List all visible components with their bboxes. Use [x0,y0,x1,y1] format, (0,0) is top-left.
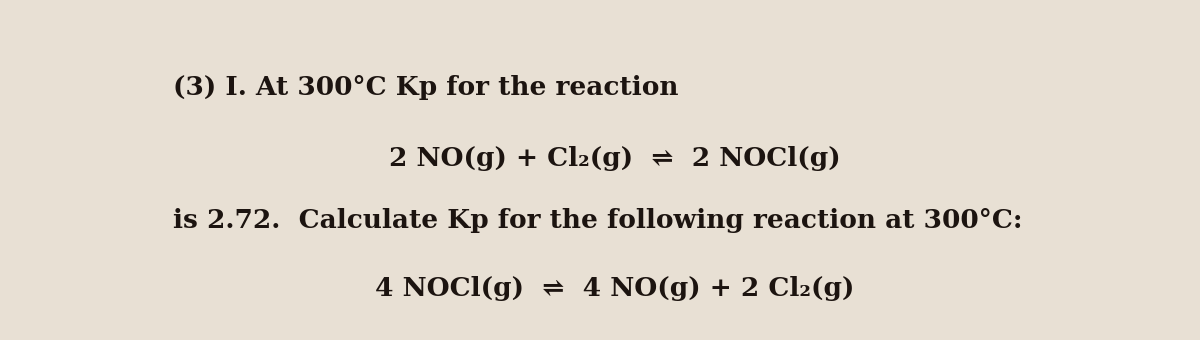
Text: 2 NO(g) + Cl₂(g)  ⇌  2 NOCl(g): 2 NO(g) + Cl₂(g) ⇌ 2 NOCl(g) [389,146,841,171]
Text: 4 NOCl(g)  ⇌  4 NO(g) + 2 Cl₂(g): 4 NOCl(g) ⇌ 4 NO(g) + 2 Cl₂(g) [376,276,854,302]
Text: (3) I. At 300°C Kp for the reaction: (3) I. At 300°C Kp for the reaction [173,75,679,100]
Text: is 2.72.  Calculate Kp for the following reaction at 300°C:: is 2.72. Calculate Kp for the following … [173,208,1022,233]
